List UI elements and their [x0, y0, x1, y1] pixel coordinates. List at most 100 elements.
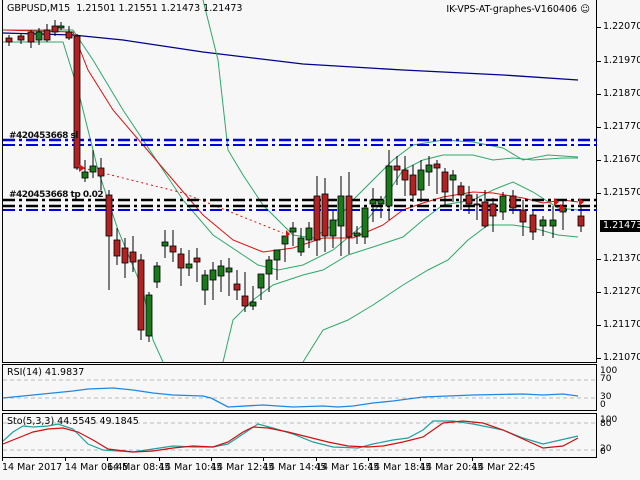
candle-body: [361, 207, 369, 238]
candle-body: [43, 29, 51, 41]
price-chart-canvas[interactable]: [3, 0, 598, 363]
price-label: 1.21170: [603, 319, 640, 330]
candle-body: [549, 219, 557, 227]
candle-body: [193, 257, 201, 263]
symbol-title: GBPUSD,M15 1.21501 1.21551 1.21473 1.214…: [7, 3, 243, 14]
candle-body: [35, 31, 43, 41]
candle-body: [393, 165, 401, 171]
candle-body: [51, 25, 59, 33]
candle-body: [89, 165, 97, 173]
candle-body: [97, 167, 105, 177]
candle-body: [289, 227, 297, 233]
candle-body: [113, 239, 121, 257]
time-label: 14 Mar 10:45: [159, 462, 223, 473]
candle-body: [281, 235, 289, 245]
candle-body: [345, 195, 353, 238]
candle-body: [369, 199, 377, 205]
candle-body: [539, 219, 547, 227]
candle-body: [337, 195, 345, 227]
candle-body: [177, 253, 185, 269]
candle-body: [5, 37, 13, 43]
candle-body: [313, 195, 321, 241]
price-label: 1.21770: [603, 121, 640, 132]
candle-body: [519, 209, 527, 223]
trade-arrow-icon: [560, 204, 565, 212]
rsi-level-label: 100: [600, 366, 618, 376]
candles: [5, 20, 585, 342]
price-label: 1.21070: [603, 352, 640, 363]
price-chart-panel[interactable]: GBPUSD,M15 1.21501 1.21551 1.21473 1.214…: [2, 0, 598, 363]
price-label: 1.22070: [603, 21, 640, 32]
upper-band-line: [3, 29, 578, 271]
candle-body: [185, 263, 193, 269]
candle-body: [73, 35, 81, 169]
candle-body: [57, 25, 65, 29]
candle-body: [145, 294, 153, 337]
candle-body: [481, 201, 489, 227]
stochastic-level-label: 0: [600, 447, 606, 457]
candle-body: [17, 35, 25, 41]
stochastic-canvas: [3, 420, 598, 453]
sl-object-label: #420453668 sl: [9, 131, 78, 141]
price-label: 1.21270: [603, 286, 640, 297]
smiley-icon: ☺: [580, 4, 590, 15]
rsi-canvas: [3, 379, 598, 408]
candle-body: [401, 169, 409, 181]
candle-body: [121, 247, 129, 264]
candle-body: [297, 237, 305, 253]
price-label: 1.21670: [603, 154, 640, 165]
candle-body: [225, 267, 233, 273]
candle-body: [81, 171, 89, 179]
time-label: 14 Mar 20:45: [420, 462, 484, 473]
candle-body: [353, 232, 361, 237]
candle-body: [137, 259, 145, 331]
current-price-tag: 1.21473: [600, 220, 640, 232]
candle-body: [161, 241, 169, 247]
trade-arrow-icon: [79, 164, 85, 172]
brand-label: IK-VPS-AT-graphes-V160406 ☺: [446, 4, 590, 15]
candle-body: [425, 164, 433, 173]
candle-body: [241, 295, 249, 307]
candle-body: [153, 265, 161, 283]
candle-body: [129, 251, 137, 263]
brand-text: IK-VPS-AT-graphes-V160406: [446, 4, 578, 15]
candle-body: [499, 195, 507, 213]
stochastic-level-label: 100: [600, 415, 618, 425]
fast-ma-line: [3, 29, 579, 253]
candle-body: [273, 249, 281, 261]
slow-ma-line: [3, 32, 579, 81]
price-label: 1.21370: [603, 253, 640, 264]
candle-body: [449, 174, 457, 181]
candle-body: [577, 215, 585, 227]
candle-body: [65, 31, 73, 39]
candle-body: [509, 195, 517, 209]
candle-body: [201, 274, 209, 291]
time-label: 14 Mar 16:45: [316, 462, 380, 473]
time-label: 14 Mar 08:45: [107, 462, 171, 473]
rsi-panel[interactable]: RSI(14) 41.9837: [2, 364, 598, 411]
candle-body: [209, 269, 217, 281]
time-label: 14 Mar 22:45: [472, 462, 536, 473]
time-label: 14 Mar 14:45: [263, 462, 327, 473]
time-label: 14 Mar 2017: [2, 462, 63, 473]
stochastic-title: Sto(5,3,3) 44.5545 49.1845: [7, 416, 139, 427]
candle-body: [305, 227, 313, 241]
candle-body: [265, 259, 273, 275]
trade-arrow-icon: [554, 198, 559, 206]
outer-lower-band-line: [222, 181, 579, 363]
candle-body: [433, 163, 441, 169]
candle-body: [489, 203, 497, 217]
stochastic-main-line: [3, 420, 579, 453]
tp-object-label: #420453668 tp 0.02: [9, 190, 104, 200]
candle-body: [465, 194, 473, 205]
rsi-title: RSI(14) 41.9837: [7, 367, 85, 378]
candle-body: [249, 301, 257, 307]
candle-body: [441, 171, 449, 193]
stochastic-panel[interactable]: Sto(5,3,3) 44.5545 49.1845: [2, 413, 598, 458]
candle-body: [233, 283, 241, 291]
price-label: 1.21870: [603, 88, 640, 99]
candle-body: [529, 214, 537, 233]
candle-body: [105, 194, 113, 237]
time-label: 14 Mar 18:45: [368, 462, 432, 473]
candle-body: [417, 169, 425, 191]
